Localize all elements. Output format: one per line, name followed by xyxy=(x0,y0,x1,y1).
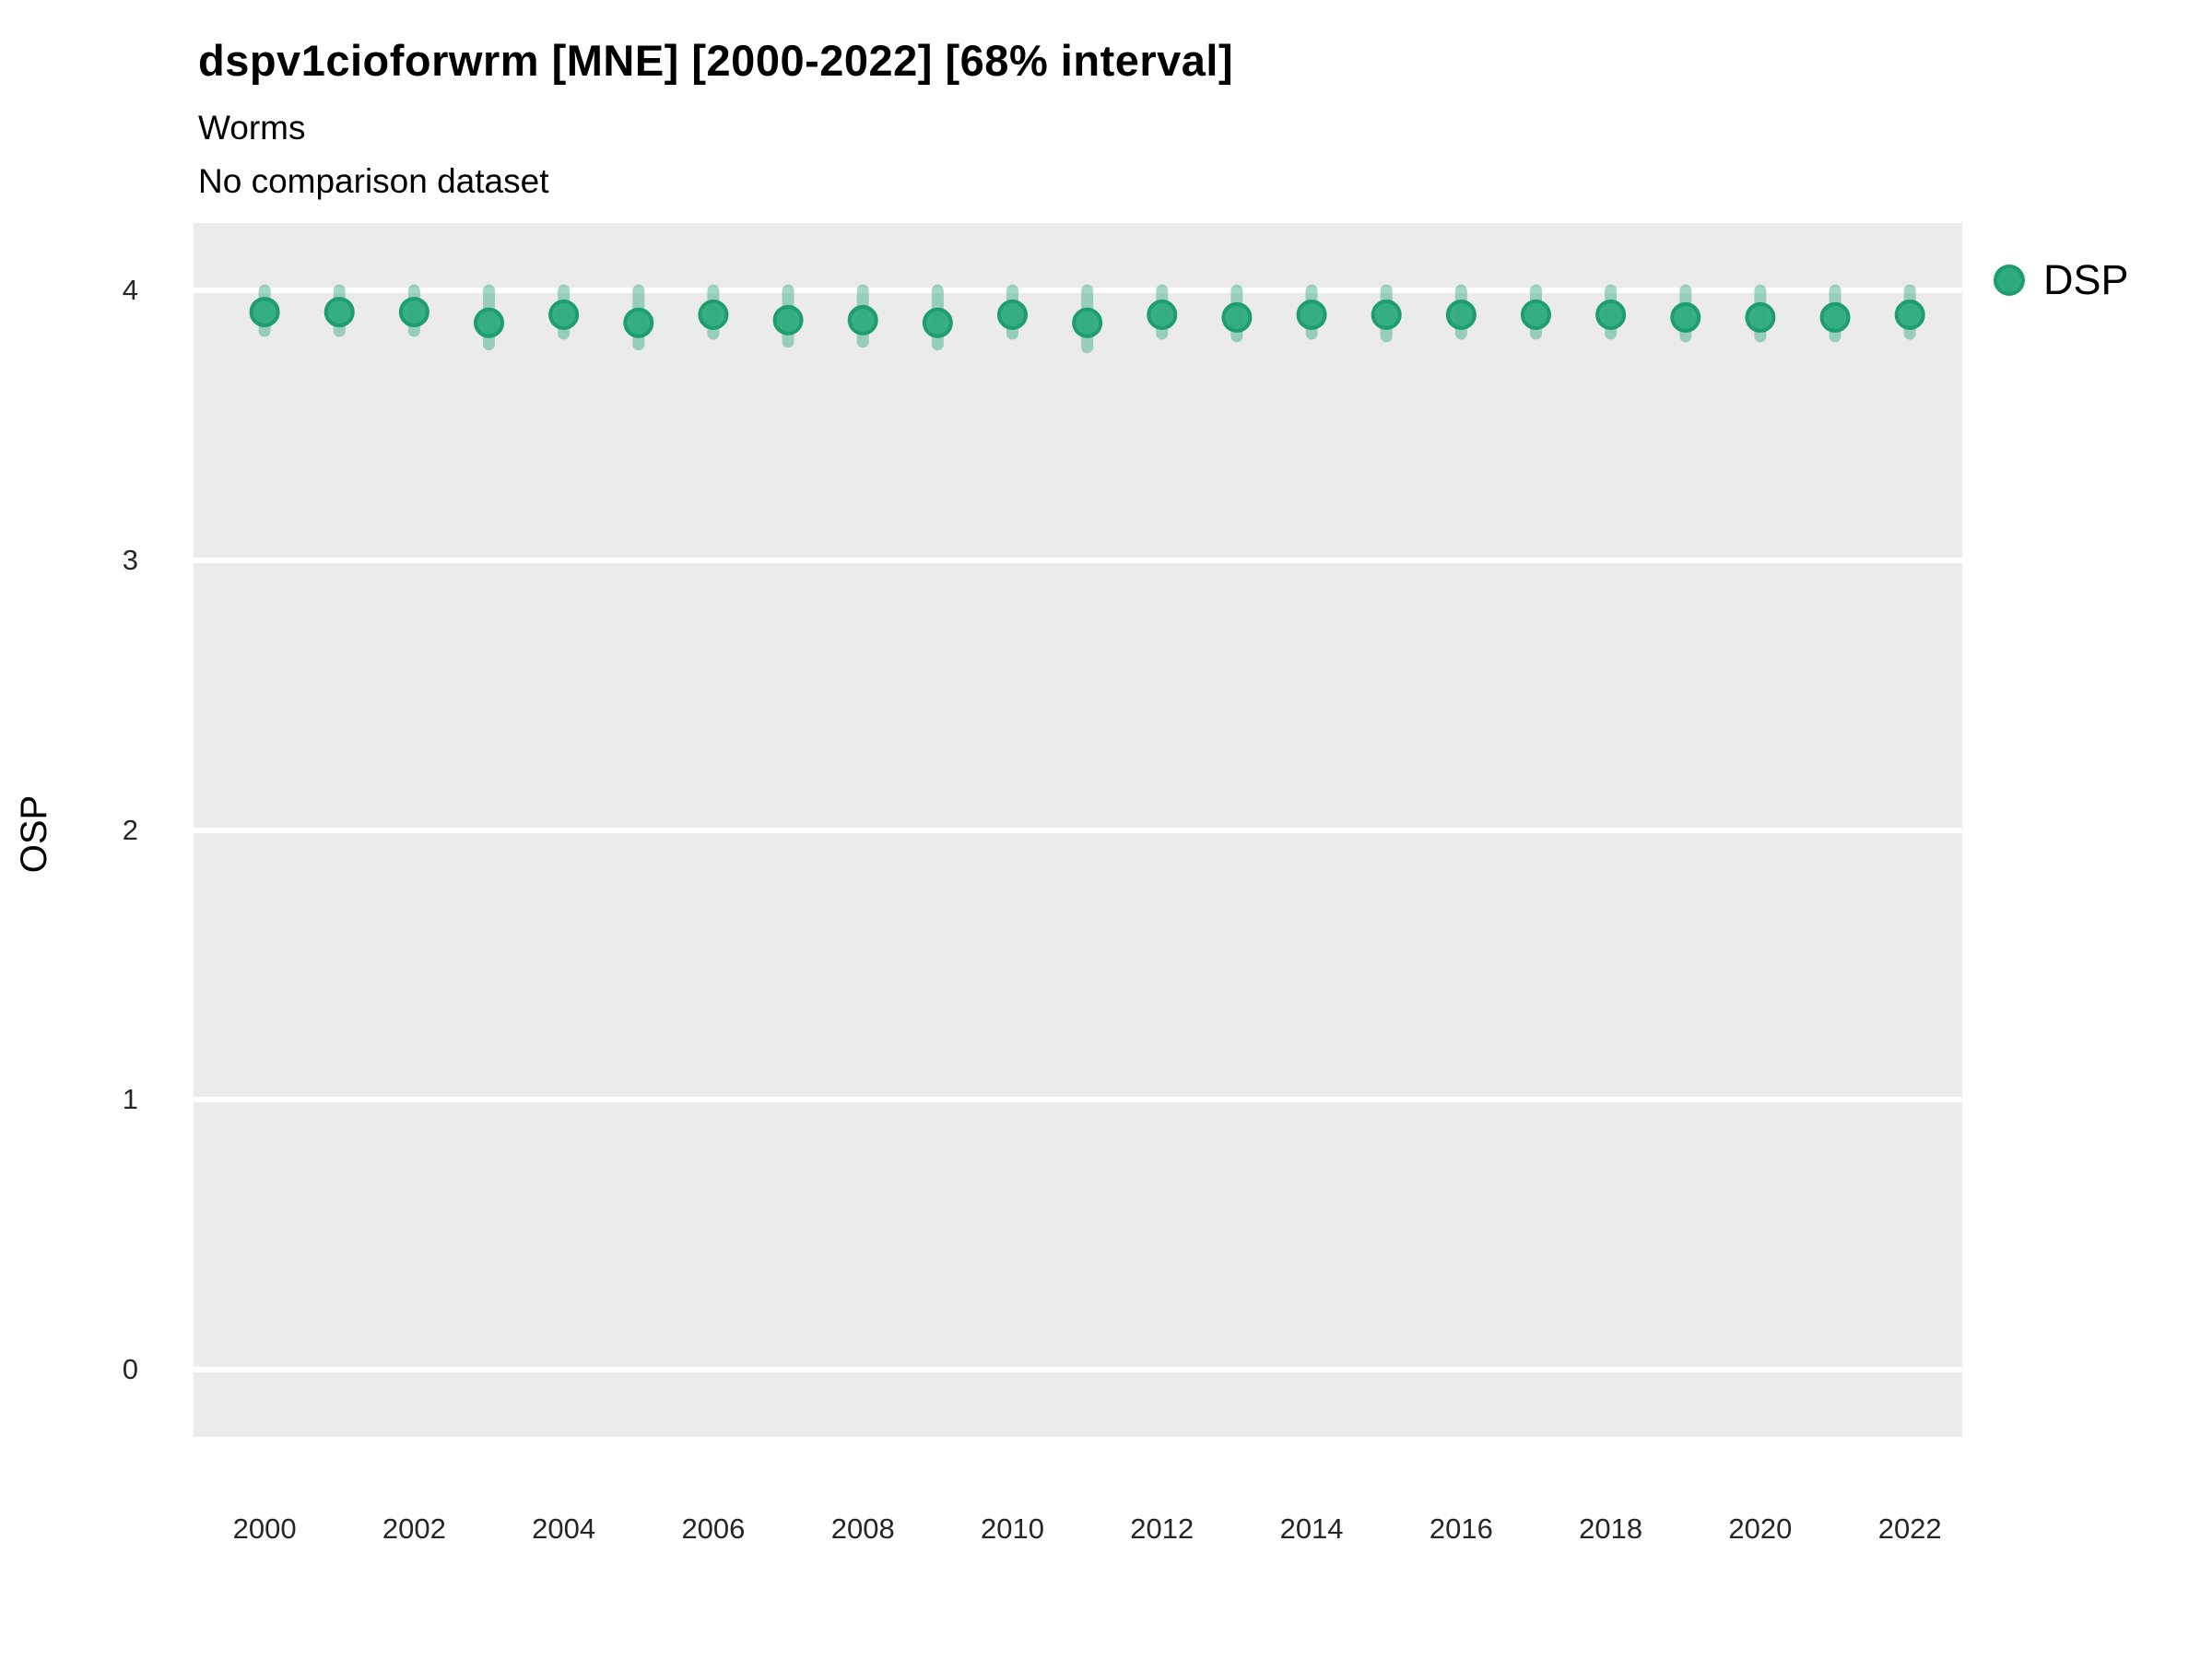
gridline-y-1 xyxy=(194,1097,1962,1103)
y-tick-label-1: 1 xyxy=(122,1083,138,1116)
data-point-2022 xyxy=(1894,300,1925,331)
data-point-2002 xyxy=(398,297,429,328)
x-tick-label-2016: 2016 xyxy=(1429,1512,1493,1545)
data-point-2016 xyxy=(1445,300,1477,331)
data-point-2019 xyxy=(1670,301,1701,333)
gridline-y-4 xyxy=(194,288,1962,294)
data-point-2012 xyxy=(1147,300,1178,331)
gridline-y-3 xyxy=(194,557,1962,563)
x-tick-label-2002: 2002 xyxy=(382,1512,446,1545)
y-tick-label-3: 3 xyxy=(122,543,138,576)
x-tick-label-2004: 2004 xyxy=(532,1512,596,1545)
data-point-2018 xyxy=(1595,300,1627,331)
data-point-2001 xyxy=(324,297,355,328)
data-point-2017 xyxy=(1520,300,1551,331)
x-tick-label-2022: 2022 xyxy=(1877,1512,1942,1545)
data-point-2011 xyxy=(1072,307,1103,338)
x-tick-label-2000: 2000 xyxy=(232,1512,297,1545)
x-tick-label-2020: 2020 xyxy=(1728,1512,1793,1545)
data-point-2021 xyxy=(1819,301,1851,333)
data-point-2007 xyxy=(772,304,804,335)
x-tick-label-2010: 2010 xyxy=(981,1512,1044,1545)
x-tick-label-2014: 2014 xyxy=(1279,1512,1344,1545)
data-point-2006 xyxy=(698,300,729,331)
x-tick-label-2006: 2006 xyxy=(681,1512,746,1545)
data-point-2020 xyxy=(1745,301,1776,333)
plot-panel xyxy=(194,223,1962,1437)
data-point-2000 xyxy=(249,297,280,328)
data-point-2009 xyxy=(922,307,953,338)
gridline-y-0 xyxy=(194,1366,1962,1372)
data-point-2013 xyxy=(1221,301,1253,333)
data-point-2005 xyxy=(623,307,654,338)
x-tick-label-2008: 2008 xyxy=(830,1512,895,1545)
legend-key-dot xyxy=(1994,265,2025,296)
data-point-2003 xyxy=(474,307,505,338)
chart-subtitle: Worms xyxy=(198,109,306,147)
legend-label: DSP xyxy=(2043,256,2129,303)
data-point-2014 xyxy=(1296,300,1327,331)
y-tick-label-0: 0 xyxy=(122,1352,138,1385)
chart-title: dspv1cioforwrm [MNE] [2000-2022] [68% in… xyxy=(198,36,1234,85)
gridline-y-2 xyxy=(194,827,1962,833)
chart-comparison-note: No comparison dataset xyxy=(198,162,549,200)
data-point-2008 xyxy=(847,304,878,335)
y-tick-label-4: 4 xyxy=(122,274,138,307)
legend: DSP xyxy=(1994,256,2129,304)
y-tick-label-2: 2 xyxy=(122,813,138,846)
data-point-2010 xyxy=(997,300,1029,331)
x-tick-label-2018: 2018 xyxy=(1579,1512,1643,1545)
chart-canvas xyxy=(249,284,1925,354)
data-point-2004 xyxy=(548,300,580,331)
data-point-2015 xyxy=(1371,300,1402,331)
x-tick-label-2012: 2012 xyxy=(1130,1512,1194,1545)
